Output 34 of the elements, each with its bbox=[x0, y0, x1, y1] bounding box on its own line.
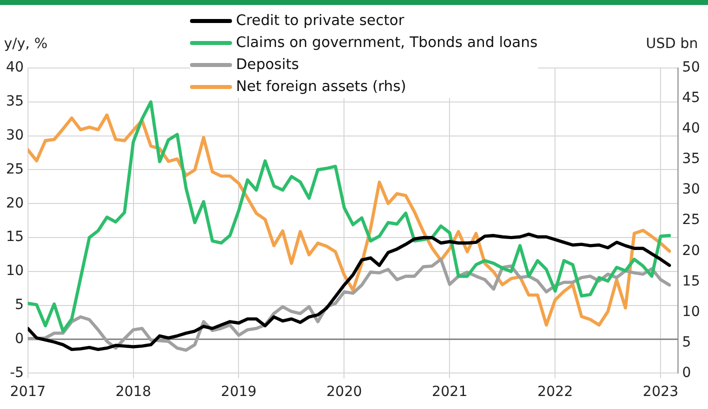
legend-label: Credit to private sector bbox=[236, 12, 404, 31]
y2-tick-label: 40 bbox=[682, 120, 700, 137]
y-tick-label: 40 bbox=[6, 60, 24, 76]
x-tick-label: 2022 bbox=[537, 384, 573, 400]
y-tick-label: -5 bbox=[10, 364, 24, 381]
legend-label: Claims on government, Tbonds and loans bbox=[236, 34, 538, 53]
y2-tick-label: 5 bbox=[682, 334, 692, 350]
y-tick-label: 0 bbox=[14, 330, 24, 347]
y2-tick-label: 25 bbox=[682, 212, 700, 228]
x-tick-label: 2017 bbox=[10, 384, 46, 400]
y-tick-label: 20 bbox=[6, 195, 24, 212]
x-tick-label: 2023 bbox=[642, 384, 678, 400]
y2-tick-label: 0 bbox=[682, 364, 692, 381]
y-axis-title: y/y, % bbox=[4, 36, 48, 52]
y-tick-label: 5 bbox=[14, 297, 24, 314]
x-tick-label: 2019 bbox=[220, 384, 257, 400]
y-tick-label: 35 bbox=[6, 94, 24, 110]
y2-tick-label: 20 bbox=[682, 242, 700, 259]
y-tick-label: 30 bbox=[6, 127, 24, 144]
y2-tick-label: 45 bbox=[682, 90, 700, 106]
y2-tick-label: 50 bbox=[682, 60, 700, 76]
y2-tick-label: 10 bbox=[682, 304, 700, 320]
legend-label: Net foreign assets (rhs) bbox=[236, 78, 406, 97]
y2-tick-label: 35 bbox=[682, 151, 700, 168]
y2-axis-title: USD bn bbox=[646, 36, 698, 52]
x-tick-label: 2020 bbox=[326, 384, 362, 400]
x-tick-label: 2018 bbox=[115, 384, 152, 400]
y-tick-label: 10 bbox=[6, 263, 24, 280]
y-tick-label: 15 bbox=[6, 229, 24, 246]
y2-tick-label: 30 bbox=[682, 182, 700, 198]
x-tick-label: 2021 bbox=[432, 384, 468, 400]
y2-tick-label: 15 bbox=[682, 273, 700, 290]
legend-label: Deposits bbox=[236, 56, 299, 75]
y-tick-label: 25 bbox=[6, 161, 24, 178]
